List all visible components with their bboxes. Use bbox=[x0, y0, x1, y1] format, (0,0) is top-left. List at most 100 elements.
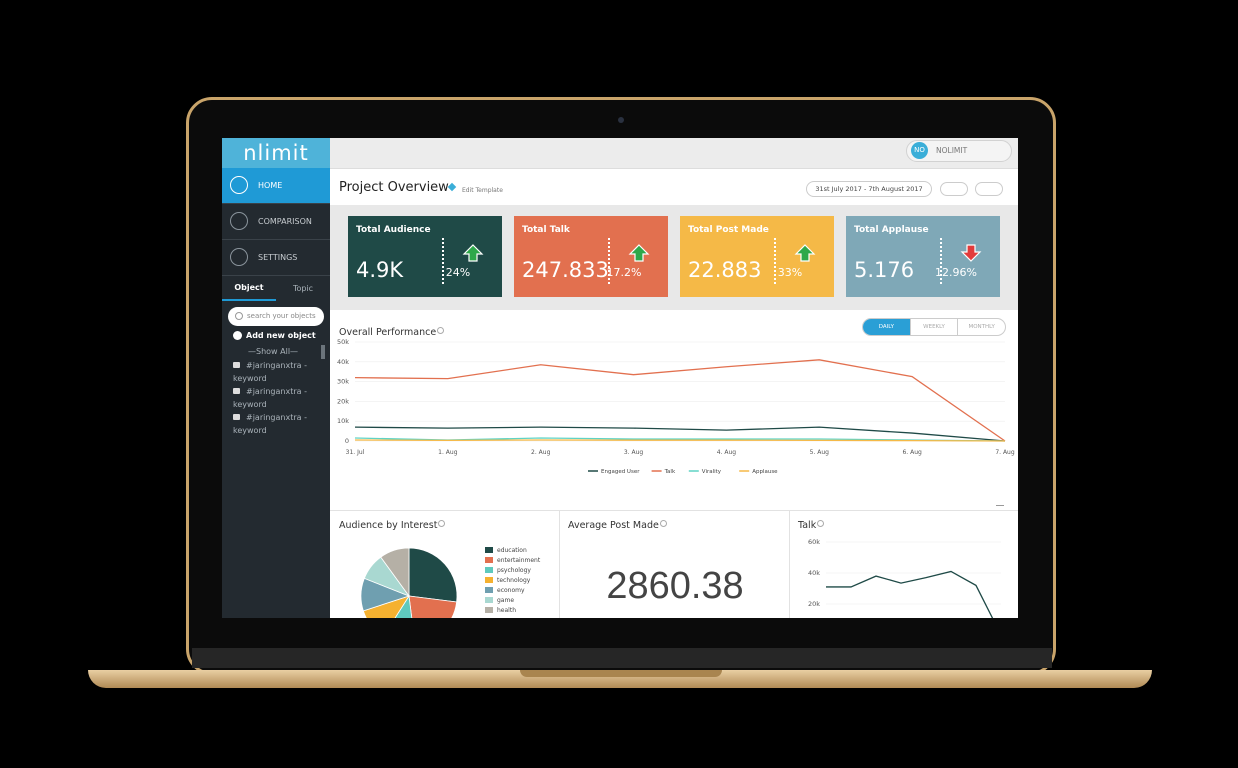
pie-slice bbox=[408, 595, 458, 618]
menu-icon bbox=[230, 248, 248, 266]
menu-icon bbox=[230, 176, 248, 194]
kpi-title: Total Post Made bbox=[688, 225, 769, 235]
search-icon bbox=[235, 312, 243, 320]
kpi-value: 247.833 bbox=[522, 258, 609, 282]
x-tick-label: 4. Aug bbox=[717, 449, 737, 456]
kpi-change: 33% bbox=[777, 266, 803, 279]
kpi-change: 24% bbox=[445, 266, 471, 279]
kpi-card: Total Post Made 22.883 33% bbox=[680, 216, 834, 297]
trend-up bbox=[794, 244, 816, 262]
kpi-title: Total Applause bbox=[854, 225, 929, 235]
panel-title: Talk bbox=[798, 520, 825, 531]
period-button[interactable]: WEEKLY bbox=[909, 319, 958, 335]
legend-label: game bbox=[497, 597, 514, 604]
panel-title: Overall Performance bbox=[339, 327, 445, 338]
legend-label: entertainment bbox=[497, 557, 541, 564]
user-avatar: NO bbox=[911, 142, 928, 159]
page-title: Project Overview bbox=[339, 180, 449, 195]
x-tick-label: 3. Aug bbox=[624, 449, 644, 456]
calendar-button[interactable] bbox=[940, 182, 968, 196]
legend-label: Engaged User bbox=[601, 469, 640, 475]
info-icon bbox=[817, 520, 825, 527]
edit-template[interactable]: Edit Template bbox=[462, 187, 503, 194]
legend-label: health bbox=[497, 607, 516, 614]
x-tick-label: 6. Aug bbox=[902, 449, 922, 456]
panel-title: Audience by Interest bbox=[339, 520, 446, 531]
trend-up bbox=[628, 244, 650, 262]
x-tick-label: 1. Aug bbox=[438, 449, 458, 456]
user-pill[interactable] bbox=[906, 140, 1012, 162]
performance-chart: 0 10k 20k 30k 40k 50k 31. Jul 1. Aug 2. Aug 3. Au… bbox=[337, 338, 1015, 475]
filter-button[interactable] bbox=[975, 182, 1003, 196]
scrollbar bbox=[321, 345, 325, 359]
tab[interactable]: Topic bbox=[292, 284, 314, 293]
show-all[interactable]: —Show All— bbox=[248, 347, 299, 356]
kpi-card: Total Audience 4.9K 24% bbox=[348, 216, 502, 297]
kpi-change: 17.2% bbox=[606, 266, 642, 279]
panel-title-text: Average Post Made bbox=[568, 520, 659, 531]
object-icon bbox=[233, 362, 240, 368]
download-icon[interactable] bbox=[996, 497, 1004, 506]
legend-swatch bbox=[485, 547, 493, 553]
object-item[interactable]: #jaringanxtra - keyword bbox=[233, 385, 313, 411]
kpi-card: Total Talk 247.833 17.2% bbox=[514, 216, 668, 297]
talk-chart: 20k 40k 60k bbox=[808, 538, 1001, 618]
separator bbox=[940, 238, 942, 284]
y-tick-label: 20k bbox=[808, 600, 820, 608]
data-line bbox=[826, 570, 994, 618]
panel-title: Average Post Made bbox=[568, 520, 667, 531]
separator bbox=[442, 238, 444, 284]
y-tick-label: 60k bbox=[808, 538, 820, 546]
separator bbox=[774, 238, 776, 284]
legend-label: Talk bbox=[664, 469, 676, 475]
kpi-value: 4.9K bbox=[356, 258, 404, 282]
tab[interactable]: Object bbox=[222, 277, 276, 301]
data-line bbox=[354, 359, 1006, 442]
menu-label: COMPARISON bbox=[258, 217, 312, 226]
trend-up bbox=[462, 244, 484, 262]
kpi-change: 12.96% bbox=[935, 266, 977, 279]
search-placeholder: search your objects bbox=[247, 312, 316, 320]
object-item[interactable]: #jaringanxtra - keyword bbox=[233, 359, 313, 385]
average-value: 2860.38 bbox=[606, 565, 744, 607]
info-icon bbox=[659, 520, 667, 527]
add-object[interactable]: Add new object bbox=[246, 331, 316, 340]
period-button[interactable]: DAILY bbox=[863, 319, 910, 335]
data-line bbox=[354, 439, 1006, 442]
kpi-value: 22.883 bbox=[688, 258, 762, 282]
legend-label: education bbox=[497, 547, 527, 554]
legend-swatch bbox=[485, 587, 493, 593]
legend-label: economy bbox=[497, 587, 525, 594]
object-icon bbox=[233, 388, 240, 394]
menu-label: HOME bbox=[258, 181, 283, 190]
y-tick-label: 10k bbox=[337, 417, 349, 425]
menu-icon bbox=[230, 212, 248, 230]
y-tick-label: 0 bbox=[345, 437, 349, 445]
add-icon bbox=[233, 331, 242, 340]
pie-slice bbox=[380, 547, 410, 598]
logo[interactable]: nlimit bbox=[222, 138, 330, 168]
search-box[interactable] bbox=[228, 307, 324, 326]
user-name: NOLIMIT bbox=[936, 146, 968, 155]
divider bbox=[789, 511, 790, 618]
legend-label: psychology bbox=[497, 567, 531, 574]
base-notch bbox=[520, 670, 722, 677]
object-label: #jaringanxtra - keyword bbox=[233, 361, 307, 383]
legend-label: Applause bbox=[752, 469, 778, 475]
separator bbox=[608, 238, 610, 284]
menu-item[interactable]: HOME bbox=[222, 168, 330, 204]
legend-swatch bbox=[485, 557, 493, 563]
kpi-value: 5.176 bbox=[854, 258, 915, 282]
date-range[interactable]: 31st July 2017 - 7th August 2017 bbox=[806, 181, 932, 197]
info-icon bbox=[438, 520, 446, 527]
menu-item[interactable]: COMPARISON bbox=[222, 204, 330, 240]
object-item[interactable]: #jaringanxtra - keyword bbox=[233, 411, 313, 437]
hinge bbox=[192, 648, 1052, 668]
menu-item[interactable]: SETTINGS bbox=[222, 240, 330, 276]
object-label: #jaringanxtra - keyword bbox=[233, 413, 307, 435]
y-tick-label: 20k bbox=[337, 397, 349, 405]
x-tick-label: 7. Aug bbox=[995, 449, 1015, 456]
object-icon bbox=[233, 414, 240, 420]
period-button[interactable]: MONTHLY bbox=[957, 319, 1005, 335]
